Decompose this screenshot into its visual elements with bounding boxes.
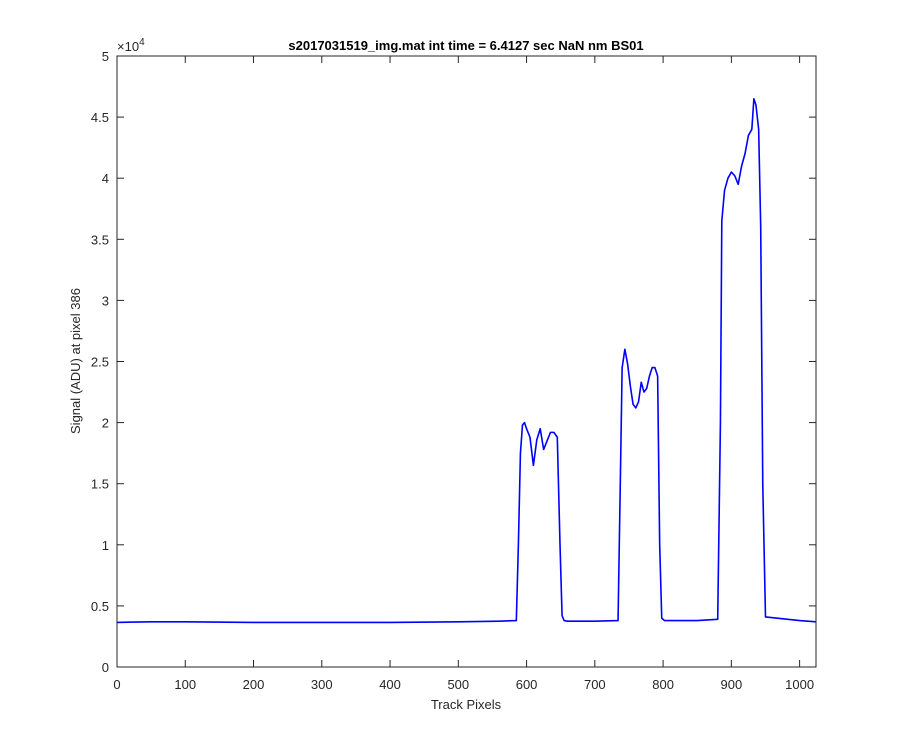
y-exponent-label: ×104 xyxy=(117,37,145,54)
x-tick-label: 1000 xyxy=(785,677,814,692)
axes-box xyxy=(116,55,817,668)
chart-title: s2017031519_img.mat int time = 6.4127 se… xyxy=(288,38,643,53)
y-tick-label: 0.5 xyxy=(91,599,109,614)
x-tick-label: 500 xyxy=(447,677,469,692)
x-tick-label: 400 xyxy=(379,677,401,692)
y-tick-label: 1.5 xyxy=(91,477,109,492)
y-tick-label: 1 xyxy=(102,538,109,553)
x-tick-label: 300 xyxy=(311,677,333,692)
x-tick-label: 200 xyxy=(243,677,265,692)
y-tick-label: 3.5 xyxy=(91,232,109,247)
axes-background xyxy=(117,56,816,667)
y-tick-label: 2.5 xyxy=(91,355,109,370)
y-tick-label: 4.5 xyxy=(91,110,109,125)
y-axis-label: Signal (ADU) at pixel 386 xyxy=(68,288,83,434)
y-tick-label: 0 xyxy=(102,660,109,675)
series-layer xyxy=(116,97,817,624)
y-tick-label: 3 xyxy=(102,293,109,308)
x-tick-label: 900 xyxy=(721,677,743,692)
y-tick-label: 5 xyxy=(102,49,109,64)
y-exponent-base: ×10 xyxy=(117,39,139,54)
x-axis-label: Track Pixels xyxy=(431,697,502,712)
x-tick-label: 600 xyxy=(516,677,538,692)
x-tick-label: 700 xyxy=(584,677,606,692)
series-line xyxy=(116,97,817,624)
y-tick-label: 2 xyxy=(102,416,109,431)
x-tick-label: 100 xyxy=(174,677,196,692)
x-tick-label: 0 xyxy=(113,677,120,692)
x-tick-label: 800 xyxy=(652,677,674,692)
y-tick-label: 4 xyxy=(102,171,109,186)
y-exponent-power: 4 xyxy=(139,37,145,48)
ticks-layer: 0 100 200 300 400 500 600 700 800 900 1000 0 0.5 1 1.5… xyxy=(91,49,816,692)
